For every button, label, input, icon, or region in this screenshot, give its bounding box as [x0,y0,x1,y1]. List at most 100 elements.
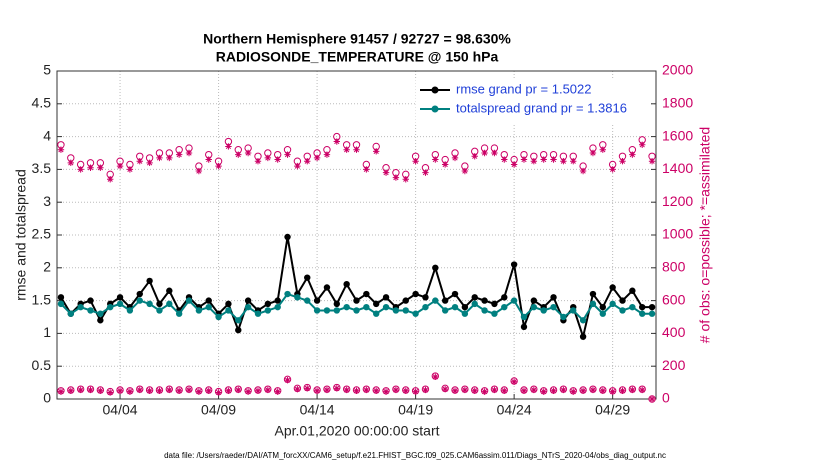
data-point [520,313,528,321]
obs-assimilated [619,387,626,394]
data-point [648,310,656,317]
data-point [491,310,498,317]
data-point [175,310,183,317]
obs-assimilated [215,389,222,396]
data-point [579,317,587,324]
obs-assimilated [648,158,656,165]
y2-tick-label: 1800 [662,95,693,111]
data-point [422,294,429,301]
data-point [67,310,74,317]
obs-assimilated [323,151,331,158]
obs-assimilated [107,389,114,396]
obs-assimilated [392,174,400,181]
data-point [540,307,547,314]
data-point [166,300,173,308]
data-point [609,284,616,291]
data-point [353,297,360,304]
obs-assimilated [77,386,84,394]
obs-assimilated [254,158,262,165]
y2-tick-label: 0 [662,390,670,406]
data-point [373,310,380,317]
obs-assimilated [333,138,340,145]
obs-assimilated [264,386,272,394]
legend-marker [431,105,439,113]
data-point [402,297,409,304]
data-point [441,307,449,314]
obs-assimilated [87,386,94,394]
data-point [402,307,409,314]
data-point [373,300,380,308]
data-point [304,274,311,281]
obs-assimilated [264,154,272,162]
obs-assimilated [481,388,488,395]
data-point [97,310,104,317]
y2-tick-label: 600 [662,291,686,307]
data-point [235,326,242,334]
obs-assimilated [195,167,203,175]
x-tick-label: 04/24 [497,402,532,418]
obs-assimilated [313,387,321,394]
data-point [629,287,636,294]
data-point [185,297,193,304]
obs-assimilated [205,156,212,163]
obs-assimilated [304,385,311,392]
data-point [579,333,587,340]
obs-assimilated [461,386,469,394]
obs-assimilated [57,146,65,153]
x-tick-label: 04/09 [201,402,236,418]
obs-assimilated [432,373,439,381]
obs-assimilated [422,386,429,394]
obs-assimilated [392,386,400,394]
obs-assimilated [402,176,409,183]
obs-assimilated [530,158,538,165]
data-point [333,300,340,308]
obs-assimilated [107,176,114,183]
data-point [274,303,281,311]
obs-assimilated [235,386,242,394]
obs-assimilated [471,387,478,394]
obs-assimilated [382,169,390,176]
data-point [146,300,153,308]
y-tick-label: 4 [43,127,51,143]
data-point [205,303,212,311]
obs-assimilated [451,387,459,394]
obs-assimilated [274,156,281,163]
obs-assimilated [185,149,193,157]
data-point [619,307,626,314]
data-point [491,300,498,308]
x-tick-label: 04/14 [300,402,335,418]
data-point [304,297,311,304]
y-tick-label: 3 [43,193,51,209]
data-point [560,313,567,321]
obs-assimilated [185,386,193,394]
data-point [441,297,449,304]
data-point [87,307,94,314]
data-point [205,297,212,304]
obs-assimilated [550,387,557,394]
data-point [589,300,597,308]
obs-assimilated [235,151,242,158]
data-point [126,307,134,314]
data-point [589,290,597,298]
obs-assimilated [510,378,518,385]
data-point [639,303,646,311]
obs-assimilated [540,156,547,163]
obs-assimilated [254,387,262,394]
obs-assimilated [589,386,597,394]
data-point [215,313,222,321]
data-point [550,294,557,301]
obs-assimilated [57,388,65,395]
obs-assimilated [501,387,508,394]
data-point [648,303,656,311]
data-point [599,303,606,311]
obs-assimilated [97,387,104,394]
data-point [313,297,321,304]
data-point [195,307,203,314]
obs-assimilated [570,158,577,165]
y-tick-label: 3.5 [32,160,52,176]
data-point [57,294,65,301]
data-point [481,307,488,314]
data-point [57,300,65,308]
data-point [461,303,469,311]
data-point [225,300,232,308]
